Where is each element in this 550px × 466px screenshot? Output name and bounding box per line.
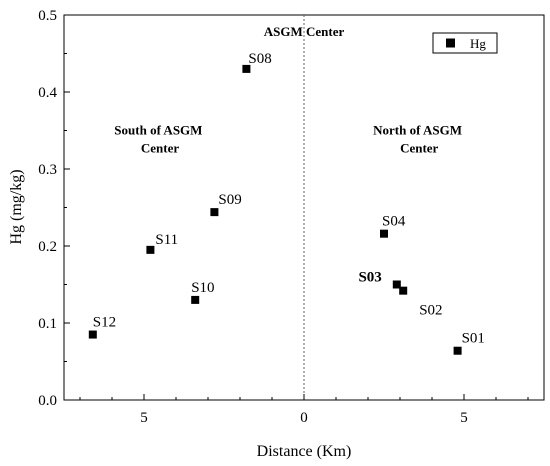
data-point-s04 <box>380 229 388 238</box>
point-label-s03: S03 <box>358 270 381 286</box>
south-region-label: South of ASGM Center <box>114 122 205 155</box>
point-label-s11: S11 <box>155 232 178 248</box>
point-label-s10: S10 <box>191 280 214 296</box>
data-points <box>88 64 462 355</box>
south-region-line-2: Center <box>141 140 179 155</box>
legend: Hg <box>432 32 498 54</box>
y-tick-label: 0.2 <box>38 239 57 255</box>
x-tick-label: 0 <box>300 410 308 426</box>
data-point-s09 <box>210 208 219 217</box>
y-tick-label: 0.5 <box>38 8 57 24</box>
legend-marker <box>446 38 455 48</box>
data-point-s03 <box>392 280 401 289</box>
data-point-s01 <box>453 346 462 355</box>
y-tick-label: 0.3 <box>38 162 57 178</box>
point-labels: S08 S09 S11 S10 S12 S04 S03 S02 S01 <box>93 51 485 347</box>
point-label-s08: S08 <box>248 51 271 67</box>
y-tick-label: 0.1 <box>38 316 57 332</box>
legend-box <box>432 32 498 54</box>
data-point-s12 <box>88 330 97 339</box>
y-tick-label: 0.4 <box>38 85 57 101</box>
north-region-label: North of ASGM Center <box>373 122 465 155</box>
y-axis-title: Hg (mg/kg) <box>8 169 25 244</box>
south-region-line-1: South of ASGM <box>114 122 202 137</box>
data-point-s02 <box>399 286 408 295</box>
x-axis: 5 0 5 <box>79 394 529 426</box>
point-label-s02: S02 <box>419 303 442 319</box>
north-region-line-2: Center <box>400 140 438 155</box>
legend-entry-hg: Hg <box>470 36 486 51</box>
data-point-s10 <box>191 295 200 304</box>
y-tick-label: 0.0 <box>38 393 57 409</box>
point-label-s12: S12 <box>93 315 116 331</box>
x-axis-title: Distance (Km) <box>257 443 352 460</box>
north-region-line-1: North of ASGM <box>373 122 462 137</box>
data-point-s08 <box>242 64 251 73</box>
x-tick-label: 5 <box>140 410 148 426</box>
point-label-s01: S01 <box>462 331 485 347</box>
x-tick-label: 5 <box>460 410 468 426</box>
y-axis: 0.0 0.1 0.2 0.3 0.4 0.5 <box>38 8 70 409</box>
point-label-s09: S09 <box>218 192 241 208</box>
asgm-center-label: ASGM Center <box>264 24 345 39</box>
point-label-s04: S04 <box>382 214 406 230</box>
data-point-s11 <box>146 245 155 254</box>
